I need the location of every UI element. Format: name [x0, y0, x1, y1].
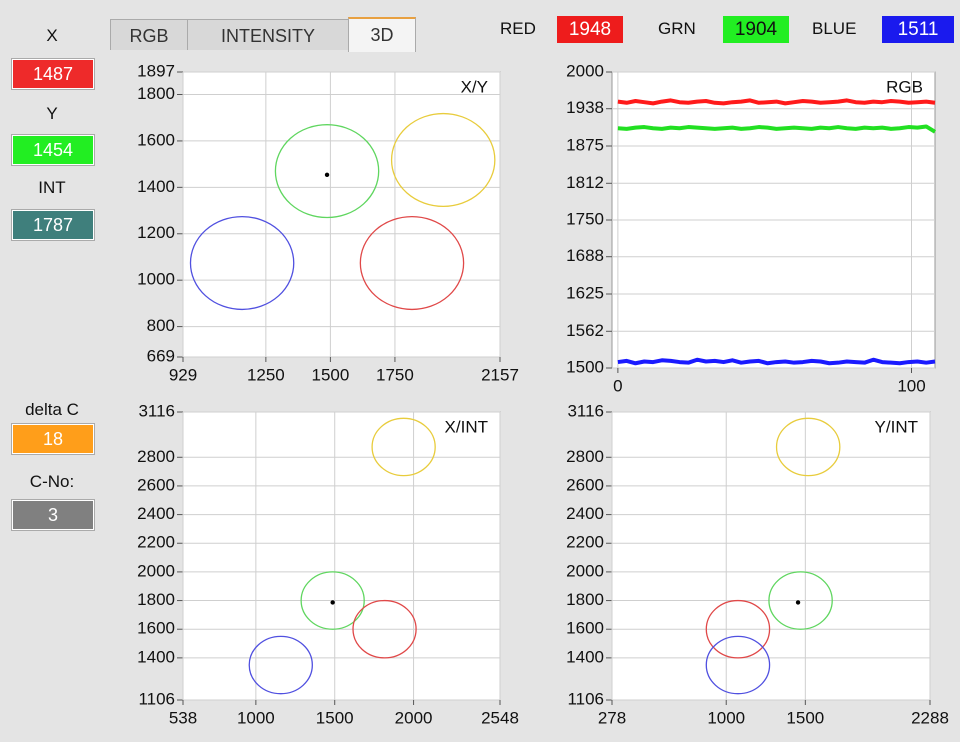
y-tick-label: 1600 [566, 619, 604, 638]
red-label: RED [500, 19, 536, 38]
target-circle [352, 599, 417, 659]
sidebar: X 1487 Y 1454 INT 1787 delta C 18 C-No: … [0, 0, 104, 742]
y-tick-label: 1562 [566, 321, 604, 340]
chart-title: Y/INT [875, 417, 918, 436]
y-value: 1454 [12, 135, 94, 165]
y-tick-label: 1106 [567, 689, 604, 708]
y-tick-label: 1688 [566, 246, 604, 265]
x-tick-label: 1000 [237, 708, 275, 727]
y-tick-label: 2800 [566, 447, 604, 466]
cno-label: C-No: [29, 472, 75, 491]
y-tick-label: 1000 [137, 270, 175, 289]
target-circle [189, 215, 295, 311]
y-tick-label: 2400 [137, 504, 175, 523]
target-circle [705, 599, 771, 659]
series-line [617, 98, 936, 106]
blue-value: 1511 [882, 16, 954, 43]
cursor-point [795, 600, 801, 605]
y-tick-label: 2200 [566, 533, 604, 552]
y-tick-label: 2600 [137, 475, 175, 494]
y-tick-label: 2000 [566, 61, 604, 80]
y-tick-label: 2200 [137, 533, 175, 552]
cursor-point [330, 600, 335, 605]
chart-title: X/INT [445, 417, 488, 436]
y-tick-label: 2400 [566, 504, 604, 523]
cursor-point [324, 172, 330, 178]
x-value: 1487 [12, 59, 94, 89]
y-tick-label: 1500 [566, 357, 604, 376]
series-line [617, 357, 936, 366]
x-tick-label: 538 [169, 708, 197, 727]
y-tick-label: 2600 [566, 475, 604, 494]
x-tick-label: 2548 [481, 708, 519, 727]
y-tick-label: 1600 [137, 619, 175, 638]
plot-area [611, 411, 931, 701]
y-label: Y [46, 104, 58, 123]
y-tick-label: 1200 [137, 223, 175, 242]
grn-value: 1904 [723, 16, 789, 43]
delta-value: 18 [12, 424, 94, 454]
x-tick-label: 929 [169, 365, 197, 384]
y-tick-label: 1625 [566, 283, 604, 302]
y-tick-label: 800 [147, 316, 175, 335]
y-tick-label: 1106 [138, 689, 175, 708]
x-label: X [46, 26, 58, 45]
delta-label: delta C [25, 400, 79, 419]
tab[interactable]: INTENSITY [187, 19, 349, 50]
target-circle [775, 417, 841, 477]
series-line [617, 124, 937, 134]
y-tick-label: 1897 [137, 61, 175, 80]
y-tick-label: 1938 [566, 98, 604, 117]
x-tick-label: 1500 [316, 708, 354, 727]
x-tick-label: 278 [598, 708, 626, 727]
x-tick-label: 100 [897, 376, 925, 395]
y-tick-label: 1800 [137, 590, 175, 609]
y-tick-label: 2000 [566, 561, 604, 580]
target-circle [768, 571, 833, 630]
int-label: INT [38, 178, 66, 197]
x-tick-label: 1250 [247, 365, 285, 384]
y-tick-label: 2000 [137, 561, 175, 580]
y-tick-label: 1875 [566, 135, 604, 154]
target-circle [300, 571, 365, 630]
x-tick-label: 2000 [395, 708, 433, 727]
chart-title: RGB [886, 77, 923, 96]
target-circle [359, 215, 465, 311]
cno-value: 3 [12, 500, 94, 530]
x-tick-label: 2157 [481, 365, 519, 384]
y-tick-label: 1600 [137, 130, 175, 149]
target-circle [705, 635, 771, 695]
target-circle [274, 124, 380, 219]
grn-label: GRN [658, 19, 696, 38]
blue-label: BLUE [812, 19, 857, 38]
y-tick-label: 1800 [137, 84, 175, 103]
y-tick-label: 1400 [566, 647, 604, 666]
y-tick-label: 1812 [566, 173, 604, 192]
y-tick-label: 1750 [566, 209, 604, 228]
chart-title: X/Y [461, 77, 488, 96]
y-tick-label: 3116 [138, 401, 175, 420]
int-value: 1787 [12, 210, 94, 240]
x-tick-label: 1500 [786, 708, 824, 727]
target-circle [371, 417, 436, 477]
y-tick-label: 1400 [137, 647, 175, 666]
red-value: 1948 [557, 16, 623, 43]
y-tick-label: 3116 [567, 401, 604, 420]
x-tick-label: 0 [613, 376, 622, 395]
y-tick-label: 1800 [566, 590, 604, 609]
x-tick-label: 1750 [376, 365, 414, 384]
y-tick-label: 669 [147, 346, 175, 365]
tab[interactable]: 3D [348, 17, 416, 52]
target-circle [248, 635, 313, 695]
target-circle [390, 112, 496, 208]
x-tick-label: 1000 [707, 708, 745, 727]
x-tick-label: 1500 [311, 365, 349, 384]
y-tick-label: 1400 [137, 177, 175, 196]
y-tick-label: 2800 [137, 447, 175, 466]
x-tick-label: 2288 [911, 708, 949, 727]
plot-area [182, 411, 501, 701]
